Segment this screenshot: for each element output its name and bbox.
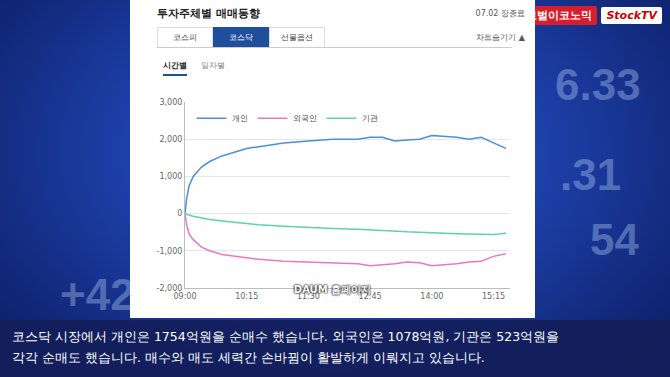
svg-text:09:00: 09:00 [173,292,196,301]
svg-text:기관: 기관 [362,114,378,123]
svg-text:1,000: 1,000 [159,172,182,181]
svg-text:외국인: 외국인 [293,114,317,123]
svg-text:3,000: 3,000 [159,98,182,107]
svg-text:-2,000: -2,000 [157,284,183,293]
svg-text:-1,000: -1,000 [157,247,183,256]
svg-text:15:15: 15:15 [482,292,505,301]
svg-text:개인: 개인 [232,114,248,123]
svg-text:14:00: 14:00 [420,292,443,301]
svg-text:0: 0 [177,209,182,218]
svg-text:2,000: 2,000 [159,135,182,144]
svg-text:12:45: 12:45 [359,292,382,301]
svg-text:11:30: 11:30 [297,292,320,301]
svg-text:10:15: 10:15 [235,292,258,301]
